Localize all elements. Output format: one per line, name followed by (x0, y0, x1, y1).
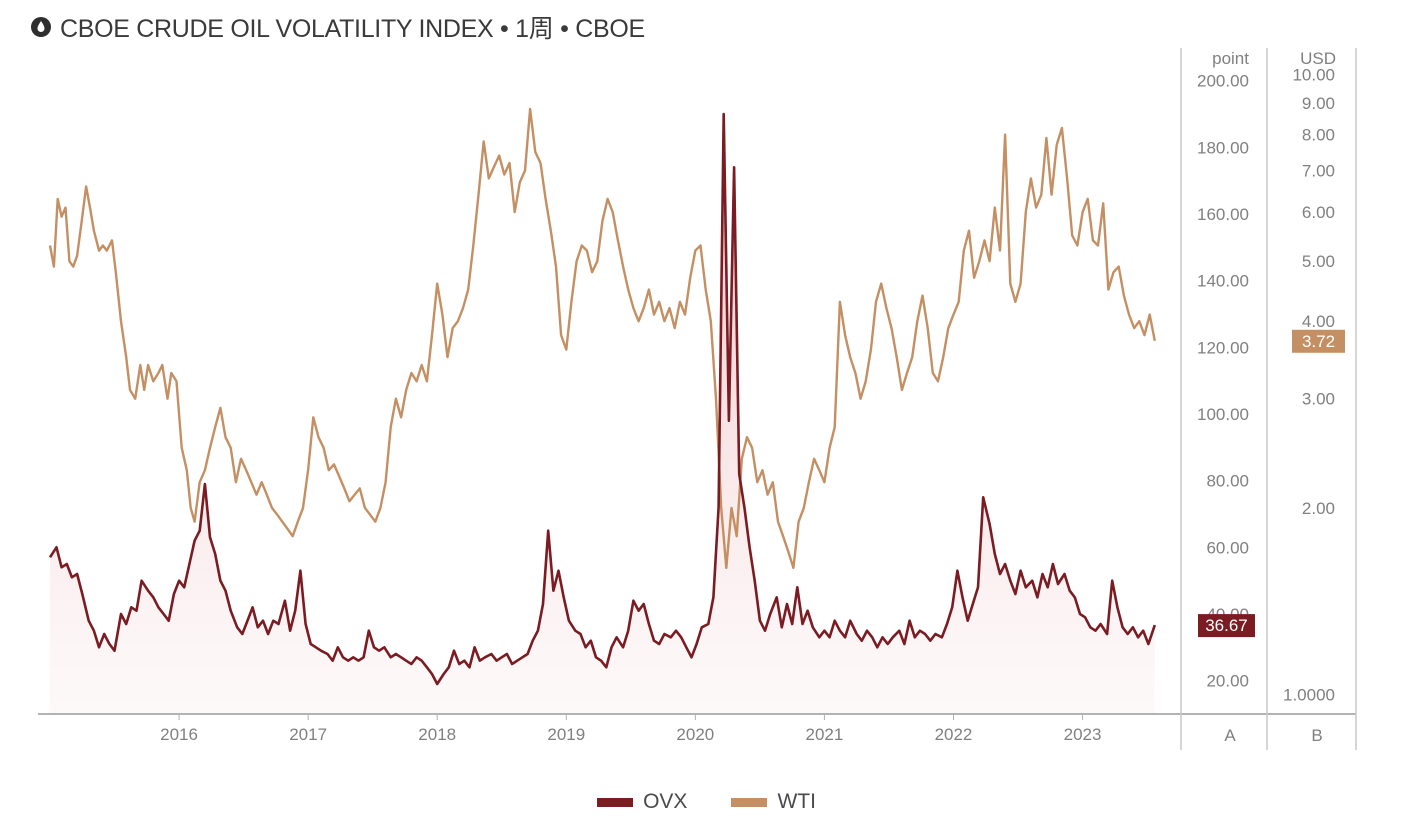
axis-b-label: B (1311, 726, 1322, 745)
legend-label-ovx: OVX (643, 790, 688, 813)
legend-label-wti: WTI (777, 790, 816, 813)
y-tick-label-b: 4.00 (1302, 312, 1335, 331)
legend-swatch-wti (731, 797, 768, 807)
ovx-last-value: 36.67 (1205, 616, 1248, 635)
y-tick-label-b: 3.00 (1302, 390, 1335, 409)
x-axis-ticks: 2016 2017 2018 2019 2020 2021 2022 2023 (160, 714, 1101, 744)
y-tick-label-b: 8.00 (1302, 126, 1335, 145)
y-tick-label-b: 2.00 (1302, 499, 1335, 518)
x-tick-label: 2020 (676, 725, 714, 744)
y-tick-label-a: 120.00 (1197, 338, 1249, 357)
y-tick-label-a: 140.00 (1197, 272, 1249, 291)
chart-title: CBOE CRUDE OIL VOLATILITY INDEX • 1周 • C… (60, 15, 645, 43)
x-tick-label: 2018 (418, 725, 456, 744)
x-tick-label: 2021 (806, 725, 844, 744)
x-tick-label: 2017 (289, 725, 327, 744)
y-tick-label-b: 5.00 (1302, 252, 1335, 271)
legend-item-wti[interactable]: WTI (731, 790, 816, 814)
ovx-area (50, 114, 1155, 714)
y-tick-label-b: 7.00 (1302, 162, 1335, 181)
y-tick-label-b: 10.00 (1292, 66, 1335, 85)
series-lines[interactable] (48, 107, 1157, 686)
series-line-wti[interactable] (48, 107, 1156, 570)
chart-header: CBOE CRUDE OIL VOLATILITY INDEX • 1周 • C… (30, 10, 645, 44)
y-tick-label-b: 9.00 (1302, 94, 1335, 113)
ovx-area-fill (50, 114, 1155, 714)
chart-legend: OVX WTI (0, 790, 1413, 814)
x-tick-label: 2023 (1064, 725, 1102, 744)
y-tick-label-a: 80.00 (1206, 472, 1249, 491)
y-tick-label-a: 160.00 (1197, 205, 1249, 224)
series-line-ovx[interactable] (48, 112, 1157, 686)
legend-swatch-ovx (597, 797, 634, 807)
axis-a-unit: point (1212, 49, 1249, 68)
y-tick-label-a: 60.00 (1206, 538, 1249, 557)
y-tick-label-b: 1.0000 (1283, 685, 1335, 704)
wti-last-value: 3.72 (1302, 332, 1335, 351)
last-value-badges: 36.67 3.72 (1198, 329, 1345, 638)
y-tick-label-a: 100.00 (1197, 405, 1249, 424)
legend-item-ovx[interactable]: OVX (597, 790, 687, 814)
y-tick-label-a: 200.00 (1197, 72, 1249, 91)
x-tick-label: 2022 (935, 725, 973, 744)
y-tick-label-b: 6.00 (1302, 203, 1335, 222)
axis-a-label: A (1224, 726, 1236, 745)
y-axis-b-ticks: 10.00 9.00 8.00 7.00 6.00 5.00 4.00 3.00 2.00 1.0… (1283, 66, 1335, 705)
y-axis-a-ticks: 200.00 180.00 160.00 140.00 120.00 100.00 80.0… (1197, 72, 1249, 691)
axis-b-unit: USD (1300, 49, 1336, 68)
oil-drop-icon (31, 17, 51, 37)
axes: point USD A B (38, 48, 1357, 750)
ovx-last-badge (1198, 614, 1255, 638)
y-tick-label-a: 20.00 (1206, 672, 1249, 691)
x-tick-label: 2019 (547, 725, 585, 744)
x-tick-label: 2016 (160, 725, 198, 744)
wti-last-badge (1292, 329, 1345, 353)
y-tick-label-a: 180.00 (1197, 138, 1249, 157)
